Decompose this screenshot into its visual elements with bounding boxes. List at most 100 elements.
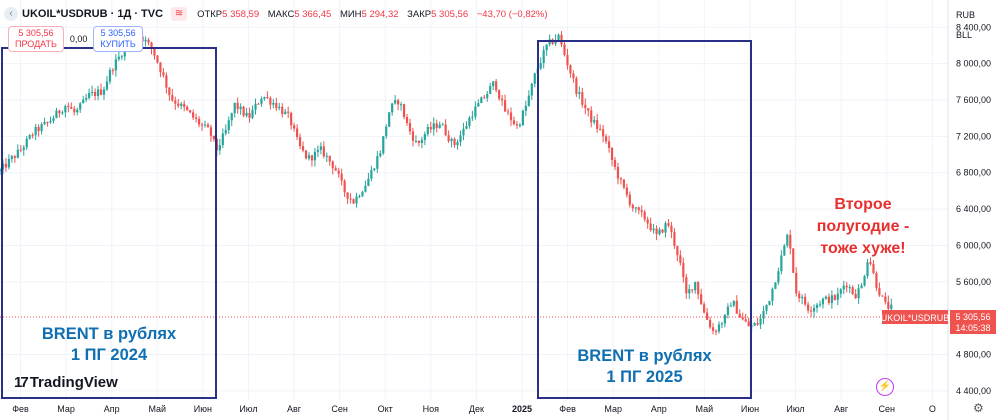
candle: [432, 117, 435, 136]
annotation-2025: BRENT в рублях 1 ПГ 2025: [557, 346, 732, 388]
candle: [821, 297, 825, 309]
candle-body: [474, 106, 477, 117]
candle-body: [180, 103, 183, 107]
wave-icon[interactable]: ≋: [171, 7, 188, 21]
candle: [676, 245, 679, 262]
candle: [827, 293, 831, 305]
candle-body: [272, 102, 275, 105]
candle-body: [506, 111, 510, 113]
candle-body: [729, 305, 732, 307]
candle-body: [711, 327, 715, 331]
candle: [527, 90, 530, 107]
price-tag: [950, 310, 996, 334]
candle-body: [331, 161, 334, 169]
candle: [697, 281, 700, 300]
last-price-tag: UKOIL*USDRUB 5 305,56 14:05:38: [881, 310, 996, 334]
candle: [756, 317, 759, 326]
candle: [809, 306, 813, 318]
candle-body: [212, 135, 216, 140]
candle: [486, 90, 489, 102]
candle-body: [756, 323, 759, 325]
candle-body: [423, 134, 426, 140]
candle: [153, 48, 156, 60]
candle: [272, 98, 275, 109]
sell-button[interactable]: 5 305,56 ПРОДАТЬ: [8, 26, 64, 52]
candle: [640, 205, 643, 217]
candle-body: [774, 282, 777, 289]
candle: [304, 150, 308, 160]
candle: [839, 288, 842, 298]
time-tick-label: Июл: [786, 404, 804, 414]
candle: [492, 81, 495, 90]
candle: [468, 116, 471, 129]
candle-body: [120, 56, 123, 58]
candle: [714, 329, 718, 336]
candle-body: [780, 255, 783, 272]
candle-body: [801, 296, 804, 299]
candle-body: [450, 138, 453, 142]
candle: [79, 102, 82, 113]
open-value: 5 358,59: [222, 8, 260, 20]
candle-body: [872, 263, 875, 274]
time-tick-label: Ноя: [423, 404, 440, 414]
candle: [854, 289, 857, 299]
candle-body: [263, 97, 266, 99]
candle: [171, 88, 174, 102]
candle: [325, 152, 328, 162]
candle: [708, 316, 712, 329]
candle: [266, 91, 269, 100]
candle: [691, 289, 694, 294]
time-axis[interactable]: Фев Мар Апр Май Июн Июл Авг Сен Окт Ноя Дек 2025 Фев…: [12, 404, 936, 414]
lightning-icon[interactable]: ⚡: [876, 378, 894, 396]
candle-body: [804, 296, 807, 305]
candle-body: [518, 124, 522, 126]
candle: [610, 146, 614, 167]
price-axis[interactable]: 8 400,00 8 000,00 7 600,00 7 200,00 6 800,00…: [956, 22, 991, 396]
quantity-unit[interactable]: BLL: [956, 30, 973, 40]
candle-body: [394, 100, 397, 104]
candle: [884, 292, 887, 305]
candle-body: [358, 196, 361, 198]
candle-body: [257, 103, 260, 105]
ann2-line: BRENT в рублях: [577, 347, 712, 365]
candle-body: [530, 83, 533, 96]
candle-body: [842, 285, 845, 290]
settings-gear-icon[interactable]: ⚙: [973, 401, 984, 415]
candle-body: [254, 103, 257, 110]
candle: [236, 97, 239, 114]
candle: [747, 317, 750, 327]
candle-body: [667, 223, 670, 226]
candle: [703, 301, 706, 314]
candle: [836, 287, 839, 306]
time-tick-label: Мар: [57, 404, 75, 414]
candle-body: [563, 44, 566, 55]
candle-body: [165, 75, 168, 88]
candle-body: [821, 298, 825, 305]
candle-body: [34, 126, 37, 136]
candle: [174, 96, 177, 110]
candle-body: [28, 135, 31, 139]
candle: [111, 68, 114, 75]
tradingview-logo[interactable]: 17 TradingView: [14, 374, 118, 391]
candle-body: [399, 104, 403, 106]
candle-body: [613, 159, 617, 168]
candle: [162, 67, 165, 78]
candle: [429, 121, 432, 133]
candle: [777, 267, 780, 286]
buy-button[interactable]: 5 305,56 КУПИТЬ: [93, 26, 143, 52]
ann2-line: 1 ПГ 2025: [606, 368, 683, 386]
candle-body: [111, 70, 114, 72]
candle: [726, 303, 729, 319]
candle: [792, 248, 795, 274]
candle: [370, 165, 373, 182]
candle: [313, 148, 317, 167]
symbol-title[interactable]: UKOIL*USDRUB · 1Д · TVC: [22, 8, 164, 20]
symbol-tag-text: UKOIL*USDRUB: [881, 313, 950, 323]
candle: [869, 257, 872, 266]
collapse-icon[interactable]: ‹: [4, 7, 18, 21]
candle-body: [723, 314, 727, 324]
candle-body: [492, 81, 495, 87]
candle-body: [495, 81, 498, 91]
currency-unit[interactable]: RUB: [956, 10, 976, 20]
